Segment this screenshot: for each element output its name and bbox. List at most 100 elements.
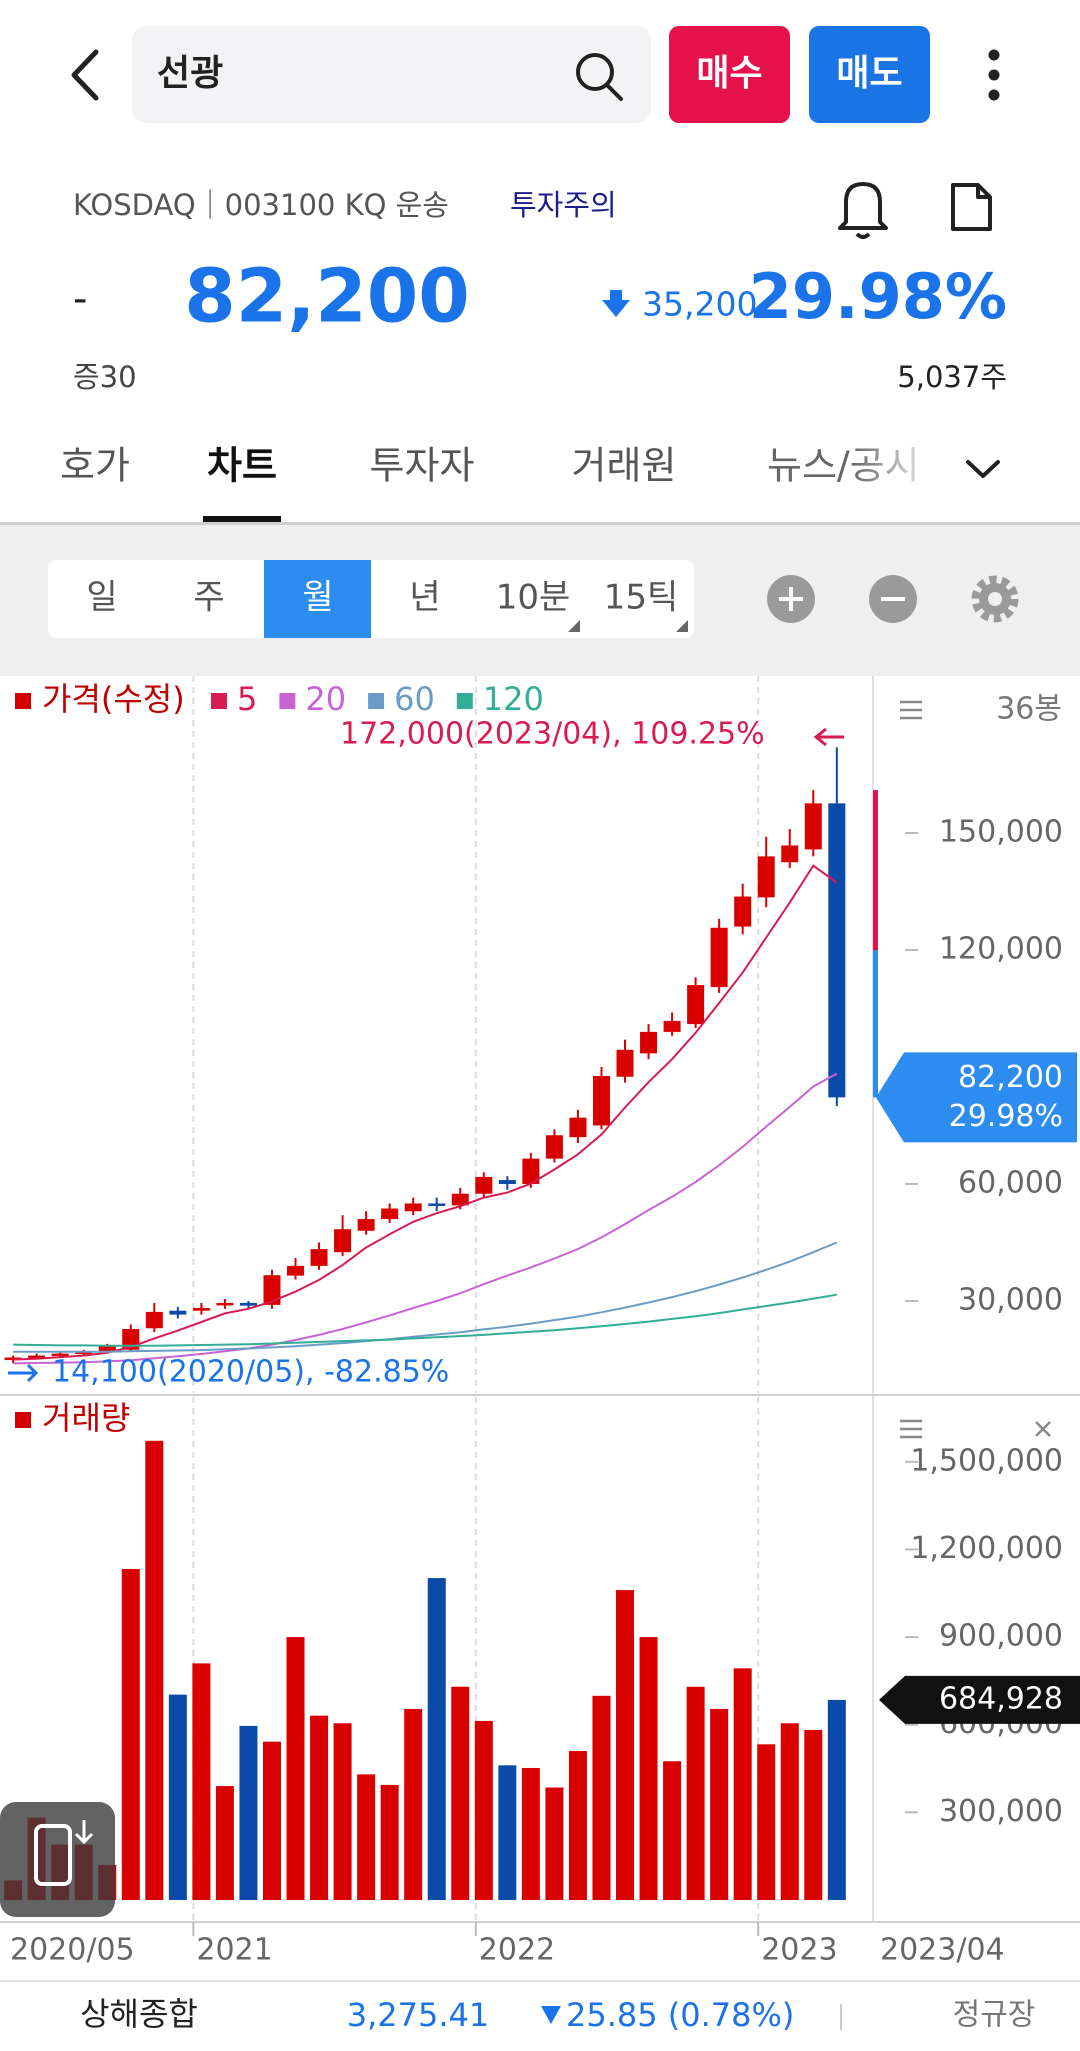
rotate-icon [34,1824,72,1886]
tab[interactable]: 거래원 [572,444,677,488]
y-tick-label: 1,200,000 [910,1531,1063,1566]
current-rate-label: 29.98% [949,1099,1063,1134]
high-arrow [813,727,844,747]
tab-chevron-bg [940,430,1080,510]
legend-menu[interactable] [900,700,922,720]
tab-separator [0,522,1080,525]
volume-bar [333,1723,352,1900]
back-button[interactable] [71,49,99,101]
candle-body [475,1176,493,1194]
candle-body [592,1075,610,1126]
period-option[interactable]: 주 [193,578,224,618]
current-volume-marker [879,1675,1080,1724]
candle-body [828,803,846,1098]
close-panel[interactable] [1035,1421,1051,1437]
volume-title: 거래량 [42,1399,130,1437]
volume-bar [451,1686,470,1900]
candle-body [51,1353,69,1357]
index-down-triangle [541,2006,561,2024]
candle-body [663,1020,681,1032]
legend-label: 60 [394,680,435,718]
search-icon-handle [605,83,623,101]
volume-bar [663,1761,682,1900]
candle-body [169,1310,187,1315]
bell-clapper [855,232,871,239]
tab[interactable]: 호가 [60,444,130,488]
moving-average-line [13,1072,838,1365]
candle-body [451,1193,469,1206]
y-tick-label: 30,000 [958,1282,1063,1317]
volume-bar [474,1720,493,1900]
candle-body [310,1249,328,1266]
zoom-in-icon [779,587,803,611]
legend-swatch [368,693,385,709]
current-price-marker [876,1052,1077,1143]
tab-expand[interactable] [966,460,1000,478]
rotate-button[interactable] [0,1802,115,1917]
settings-button[interactable] [971,575,1019,623]
y-tick-label: 900,000 [939,1619,1063,1654]
legend-swatch [456,693,473,709]
volume-bar [427,1578,446,1900]
low-annotation: 14,100(2020/05), -82.85% [52,1355,449,1390]
market-session: 정규장 [953,1998,1036,2033]
candle-body [239,1302,257,1306]
candle-body [98,1345,116,1352]
tab-selected[interactable]: 차트 [207,444,277,488]
alarm-icon[interactable] [838,182,888,239]
x-tick-label: 2020/05 [10,1933,135,1968]
volume-bar [215,1786,234,1900]
volume-bar [262,1741,281,1900]
legend-swatch [15,1412,31,1428]
period-option[interactable]: 일 [86,578,117,618]
buy-label: 매수 [696,53,762,94]
candle-body [75,1351,93,1355]
volume-bar [380,1784,399,1900]
period-option[interactable]: 15틱 [604,578,679,618]
range-bar-up [873,790,878,951]
period-option[interactable]: 년 [409,578,440,618]
price-change: 35,200 [642,285,757,324]
x-tick-label: 2021 [196,1933,272,1968]
search-box[interactable] [132,26,651,123]
tab[interactable]: 투자자 [370,444,475,488]
candle-body [216,1302,234,1306]
buy-button[interactable] [669,26,790,123]
period-option[interactable]: 10분 [496,578,571,618]
memo-icon[interactable] [951,183,992,231]
warning-label: 투자주의 [510,188,617,222]
tab[interactable]: 뉴스/공시 [767,444,920,488]
high-annotation: 172,000(2023/04), 109.25% [340,717,765,752]
moving-average-line [13,1241,838,1353]
volume-bar [498,1765,517,1900]
y-tick-label: 300,000 [939,1794,1063,1829]
bell-shape [838,182,888,230]
menu-dot [988,69,1000,81]
volume-bar [404,1708,423,1900]
candle-body [498,1180,516,1184]
more-menu[interactable] [988,49,1000,101]
x-current-label: 2023/04 [880,1933,1005,1968]
chart-layer: 2020/05 2021 2022 2023 2023/04 30,000 60,000 12… [4,676,1080,1968]
volume-bar [168,1694,187,1900]
volume-bar [545,1787,564,1900]
search-icon[interactable] [576,53,614,91]
volume-bar [239,1725,258,1900]
volume-bar [639,1637,658,1900]
volume-bar [616,1590,635,1900]
current-price: 82,200 [184,254,470,340]
sell-button[interactable] [809,26,930,123]
gear-teeth [971,575,1019,623]
candle-body [192,1307,210,1311]
volume-bar [145,1440,164,1900]
volume-bar [686,1686,705,1900]
period-option-selected[interactable]: 월 [302,578,333,618]
candle-body [781,845,799,863]
candle-body [545,1135,563,1159]
change-rate: 29.98% [749,260,1007,333]
candle-body [263,1275,281,1305]
legend-menu[interactable] [900,1419,922,1439]
rotate-arrow [74,1820,94,1845]
